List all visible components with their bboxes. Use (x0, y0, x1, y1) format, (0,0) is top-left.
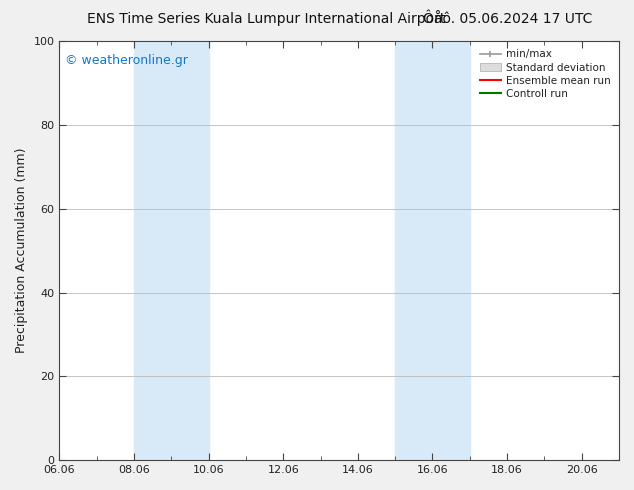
Text: Ôåô. 05.06.2024 17 UTC: Ôåô. 05.06.2024 17 UTC (422, 12, 592, 26)
Legend: min/max, Standard deviation, Ensemble mean run, Controll run: min/max, Standard deviation, Ensemble me… (477, 46, 614, 102)
Text: ENS Time Series Kuala Lumpur International Airport: ENS Time Series Kuala Lumpur Internation… (87, 12, 446, 26)
Text: © weatheronline.gr: © weatheronline.gr (65, 53, 188, 67)
Bar (134, 41, 209, 460)
Bar (395, 41, 470, 460)
Y-axis label: Precipitation Accumulation (mm): Precipitation Accumulation (mm) (15, 148, 28, 353)
